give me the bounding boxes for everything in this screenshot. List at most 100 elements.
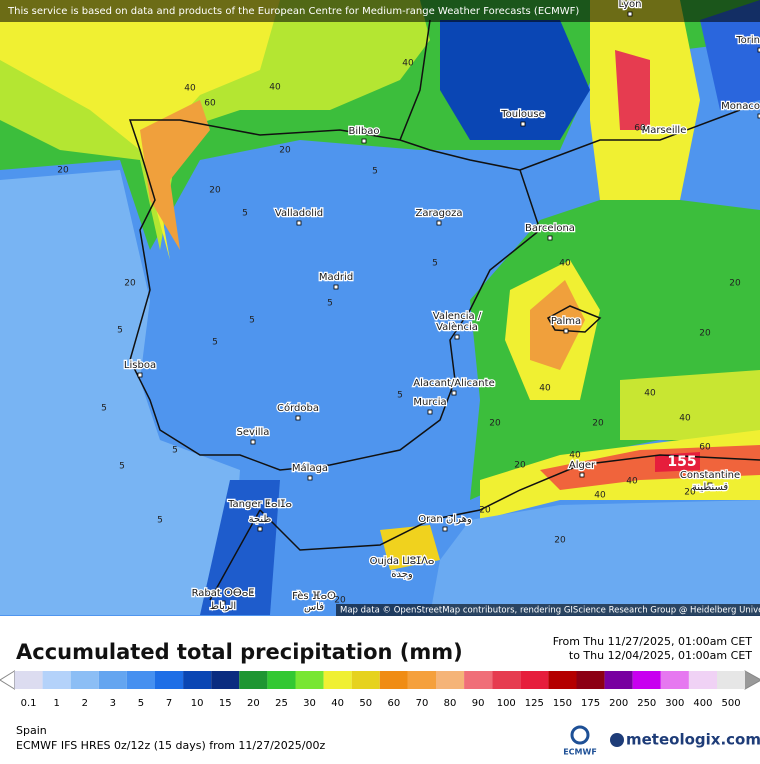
city-label: Córdoba: [277, 402, 319, 414]
legend-swatch: [183, 671, 212, 689]
period-from: From Thu 11/27/2025, 01:00am CET: [553, 635, 753, 648]
city-marker: [257, 526, 263, 532]
legend-swatch: [576, 671, 605, 689]
contour-label: 5: [327, 299, 333, 309]
precip-yellow: [380, 525, 440, 570]
legend-label: 100: [497, 698, 516, 709]
legend-swatch: [464, 671, 493, 689]
city-label: Barcelona: [525, 223, 575, 234]
contour-label: 20: [489, 419, 501, 429]
legend-label: 5: [138, 698, 144, 709]
legend-label: 2: [82, 698, 88, 709]
city-label: Tanger ⵟⴰⵏⵊⴰ: [227, 499, 292, 510]
legend-label: 125: [525, 698, 544, 709]
city-marker: [436, 220, 442, 226]
city-label: Marseille: [642, 125, 687, 136]
legend-swatch: [660, 671, 689, 689]
legend-label: 0.1: [21, 698, 37, 709]
city-marker: [520, 121, 526, 127]
contour-label: 20: [209, 186, 221, 196]
contour-label: 20: [514, 461, 526, 471]
contour-label: 40: [539, 384, 551, 394]
contour-label: 5: [157, 516, 163, 526]
city-marker: [579, 472, 585, 478]
legend-label: 7: [166, 698, 172, 709]
attribution-background: [336, 604, 760, 616]
legend-swatch: [379, 671, 408, 689]
contour-label: 5: [117, 326, 123, 336]
city-label: وجدة: [391, 569, 413, 580]
ecmwf-logo-icon: [570, 725, 590, 745]
precip-orange: [140, 100, 210, 250]
legend-swatch: [295, 671, 324, 689]
city-marker: [361, 138, 367, 144]
legend-swatch: [548, 671, 577, 689]
legend-arrow-left: [0, 670, 15, 690]
contour-label: 5: [242, 209, 248, 219]
city-label: Monaco: [721, 101, 760, 112]
contour-label: 40: [644, 389, 656, 399]
footer: Accumulated total precipitation (mm) Fro…: [16, 635, 760, 757]
region: Spain: [16, 724, 47, 737]
legend-label: 300: [665, 698, 684, 709]
legend-label: 30: [303, 698, 316, 709]
legend-swatch: [267, 671, 296, 689]
legend-label: 175: [581, 698, 600, 709]
city-label: Toulouse: [500, 109, 544, 120]
legend-swatch: [70, 671, 99, 689]
legend-label: 40: [331, 698, 344, 709]
legend-swatch: [323, 671, 352, 689]
legend-label: 70: [416, 698, 429, 709]
contour-label: 60: [204, 99, 216, 109]
legend-swatch: [42, 671, 71, 689]
contour-label: 40: [269, 83, 281, 93]
max-label: 155: [667, 454, 696, 470]
precip-dark: [440, 20, 590, 140]
city-marker: [627, 11, 633, 17]
legend-swatch: [126, 671, 155, 689]
banner-background: [0, 0, 760, 22]
precip-red: [615, 50, 650, 130]
period-to: to Thu 12/04/2025, 01:00am CET: [569, 649, 752, 662]
city-label: Torin: [735, 35, 760, 46]
contour-label: 20: [684, 488, 696, 498]
contour-label: 40: [626, 477, 638, 487]
contour-label: 20: [592, 419, 604, 429]
precip-lime: [620, 370, 760, 440]
legend-swatch: [688, 671, 717, 689]
contour-label: 5: [397, 391, 403, 401]
ecmwf-logo: ECMWF: [563, 748, 597, 757]
precip-light: [430, 500, 760, 615]
legend-label: 500: [722, 698, 741, 709]
model: ECMWF IFS HRES 0z/12z (15 days) from 11/…: [16, 739, 326, 752]
legend-label: 80: [444, 698, 457, 709]
legend-swatch: [520, 671, 549, 689]
city-label: Valladolid: [275, 208, 323, 219]
legend-swatch: [98, 671, 127, 689]
city-marker: [757, 47, 760, 53]
contour-label: 20: [334, 596, 346, 606]
legend-swatch: [239, 671, 268, 689]
meteologix-logo: meteologix.com: [626, 731, 760, 749]
contour-label: 40: [184, 84, 196, 94]
city-label: قسنطينة: [692, 482, 729, 493]
city-label: Oujda ⵡⵓⵊⴷⴰ: [370, 556, 435, 567]
contour-label: 60: [634, 124, 646, 134]
city-marker: [333, 284, 339, 290]
city-marker: [451, 390, 457, 396]
contour-label: 5: [101, 404, 107, 414]
coastline: [128, 19, 760, 601]
legend-label: 25: [275, 698, 288, 709]
title: Accumulated total precipitation (mm): [16, 640, 463, 664]
legend-label: 1: [53, 698, 59, 709]
contour-label: 5: [432, 259, 438, 269]
city-marker: [137, 372, 143, 378]
city-marker: [442, 526, 448, 532]
city-label: Málaga: [292, 462, 328, 474]
city-marker: [427, 409, 433, 415]
contour-label: 20: [729, 279, 741, 289]
legend-label: 3: [110, 698, 116, 709]
legend-swatch: [604, 671, 633, 689]
legend-label: 200: [609, 698, 628, 709]
